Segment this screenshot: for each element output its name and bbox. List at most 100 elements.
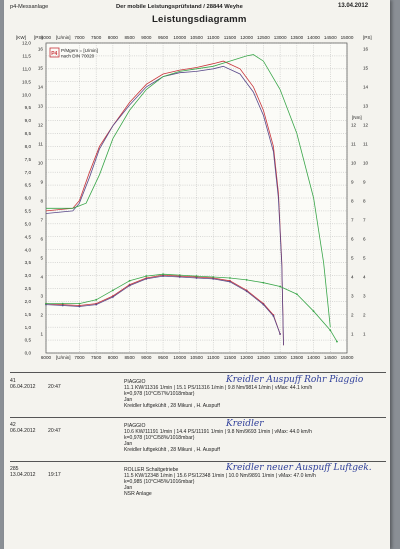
y-left-tick-label: 0,5: [25, 338, 32, 343]
y-ps-tick-label: 8: [40, 199, 43, 204]
record-separator: [10, 417, 386, 418]
record-values: 10.6 KW/11191 1/min | 14.4 PS/11191 1/mi…: [124, 429, 312, 435]
x-tick-bottom-label: 13000: [274, 355, 287, 360]
x-tick-bottom-label: 12000: [240, 355, 253, 360]
series-3-power-line: [46, 54, 331, 328]
y-ps-tick-label: 11: [38, 142, 43, 147]
y-nm-tick-label: 2: [351, 313, 354, 318]
y-ps-tick-label: 7: [40, 218, 43, 223]
y-nm-tick-label: 1: [351, 332, 354, 337]
handwritten-note: Kreidler Auspuff Rohr Piaggio: [226, 375, 364, 385]
record-conditions: k=0,978 (10°C/57%/1018mbar): [124, 391, 195, 397]
series-2-torque-point: [212, 278, 215, 280]
x-tick-bottom-label: 9500: [158, 355, 169, 360]
y-nm-tick-label: 11: [351, 142, 356, 147]
series-2-torque-point: [195, 277, 198, 279]
y-left-tick-label: 2,5: [25, 286, 32, 291]
y-right-ps-tick-label: 4: [363, 275, 366, 280]
y-ps-tick-label: 1: [40, 332, 43, 337]
series-1-power-line: [45, 60, 284, 346]
y-right-ps-tick-label: 1: [363, 332, 366, 337]
x-tick-bottom-label: 10500: [190, 355, 203, 360]
y-nm-tick-label: 3: [351, 294, 354, 299]
series-3-torque-point: [95, 298, 98, 301]
y-left-tick-label: 7,0: [25, 170, 32, 175]
y-ps-tick-label: 16: [38, 47, 44, 52]
x-tick-top-label: 13500: [290, 35, 303, 40]
series-2-torque-line: [45, 275, 281, 335]
header-left: p4-Messanlage: [10, 4, 49, 10]
y-right-ps-tick-label: 13: [363, 104, 369, 109]
series-3-torque-point: [295, 293, 298, 296]
y-right-ps-tick-label: 16: [363, 47, 369, 52]
y-ps-tick-label: 14: [38, 85, 44, 90]
x-tick-top-label: 6000: [41, 35, 52, 40]
y-right-ps-tick-label: 7: [363, 218, 366, 223]
y-right-ps-tick-label: 10: [363, 161, 369, 166]
x-tick-top-label: 8000: [108, 35, 119, 40]
y-left-tick-label: 11,5: [22, 54, 31, 59]
header-date: 13.04.2012: [338, 3, 369, 9]
y-ps-tick-label: 6: [40, 237, 43, 242]
y-left-tick-label: 11,0: [22, 66, 31, 71]
record-id: 285: [10, 466, 19, 472]
y-nm-tick-label: 6: [351, 237, 354, 242]
record-operator: Jan: [124, 397, 133, 403]
legend-line-1: P/Mgem = [U/min]: [61, 48, 98, 53]
x-tick-bottom-label: 12500: [257, 355, 270, 360]
y-left-tick-label: 10,0: [22, 92, 31, 97]
series-2-torque-point: [128, 284, 131, 287]
record-values: 11.5 KW/12348 1/min | 15.6 PS/12348 1/mi…: [124, 473, 316, 479]
y-right-ps-tick-label: 3: [363, 294, 366, 299]
record-id: 41: [10, 378, 16, 384]
y-left-tick-label: 5,5: [25, 209, 32, 214]
y-left-tick-label: 7,5: [25, 157, 32, 162]
y-left-tick-label: 9,0: [25, 118, 32, 123]
y-left-tick-label: 5,0: [25, 221, 32, 226]
x-unit-label-bottom: [U/min]: [56, 355, 71, 360]
dyno-sheet: p4-Messanlage Der mobile Leistungsprüfst…: [4, 0, 390, 549]
page-title: Leistungsdiagramm: [152, 14, 247, 25]
series-2-torque-point: [272, 315, 275, 317]
record-name: ROLLER Schaltgetriebe: [124, 467, 179, 473]
record-date: 06.04.2012: [10, 428, 36, 434]
y-left-tick-label: 3,5: [25, 260, 32, 265]
power-chart: 6000 7000 7500 8000 8500 9000 9500 10000 10500 11…: [16, 35, 372, 360]
y-ps-tick-label: 3: [40, 294, 43, 299]
record-conditions: k=0,978 (10°C/58%/1018mbar): [124, 435, 195, 441]
y-right-ps-tick-label: 2: [363, 313, 366, 318]
x-tick-bottom-label: 14500: [324, 355, 337, 360]
y-nm-tick-label: 12: [351, 123, 357, 128]
record-separator: [10, 461, 386, 462]
y-right-ps-tick-label: 12: [363, 123, 369, 128]
series-3-torque-point: [128, 279, 131, 282]
series-3-torque-point: [78, 302, 81, 305]
x-tick-top-label: 10500: [190, 35, 203, 40]
x-tick-top-label: 10000: [173, 35, 186, 40]
series-1-torque-line: [45, 274, 281, 335]
y-ps-tick-label: 2: [40, 313, 43, 318]
y-nm-axis-label: [Nm]: [352, 115, 362, 120]
series-2-torque-point: [78, 305, 81, 308]
y-right-ps-axis-label: [PS]: [363, 35, 372, 40]
x-tick-top-label: 12000: [240, 35, 253, 40]
series-3-torque-point: [145, 275, 148, 277]
series-3-torque-point: [279, 285, 282, 288]
record-setup: Kreidler luftgekühlt , 28 Mikuni , H. Au…: [124, 403, 220, 409]
series-2-torque-point: [229, 280, 231, 283]
y-left-tick-label: 1,5: [25, 312, 32, 317]
x-tick-bottom-label: 14000: [307, 355, 320, 360]
record-values: 11.1 KW/11316 1/min | 15.1 PS/11316 1/mi…: [124, 385, 313, 391]
series-2-torque-point: [111, 296, 114, 298]
record-conditions: k=0,985 (10°C/45%/1016mbar): [124, 479, 195, 485]
x-tick-top-label: 11500: [224, 35, 237, 40]
header-center: Der mobile Leistungsprüfstand / 28844 We…: [116, 4, 243, 10]
y-right-ps-tick-label: 15: [363, 66, 369, 71]
y-nm-tick-label: 5: [351, 256, 354, 261]
series-2-torque-point: [245, 290, 248, 293]
record-time: 20:47: [48, 384, 61, 390]
x-tick-top-label: 11000: [207, 35, 220, 40]
record-operator: Jan: [124, 485, 133, 491]
series-3-torque-point: [336, 340, 338, 343]
legend-logo: [49, 47, 60, 58]
